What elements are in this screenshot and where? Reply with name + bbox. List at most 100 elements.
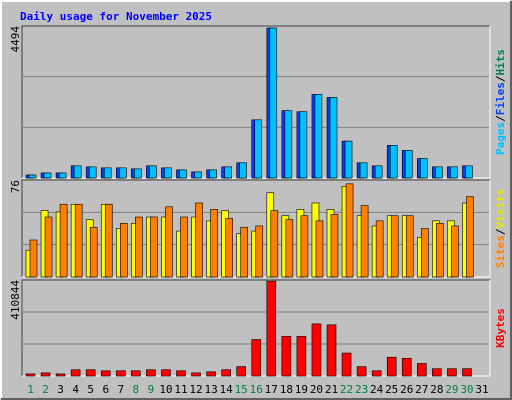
bar (389, 145, 398, 179)
legend-separator: / (494, 115, 507, 122)
legend-entry: Files (494, 82, 507, 115)
x-tick-label: 20 (310, 383, 323, 396)
x-tick-label: 29 (445, 383, 458, 396)
bar (390, 215, 399, 278)
bar (116, 370, 126, 377)
bar (386, 356, 397, 377)
bar (359, 162, 368, 179)
legend: Sites/Visits (494, 189, 507, 269)
bar (55, 373, 66, 377)
bar (210, 209, 218, 278)
bar (371, 370, 382, 377)
x-tick-label: 18 (280, 383, 293, 396)
x-tick-label: 25 (385, 383, 398, 396)
x-tick-label: 19 (295, 383, 308, 396)
bar (29, 239, 38, 278)
bar (356, 366, 367, 377)
bar (103, 167, 112, 179)
bar (58, 172, 67, 179)
y-max-label: 76 (9, 180, 22, 193)
bar (119, 167, 127, 179)
bar (345, 183, 354, 278)
bar (360, 205, 369, 278)
legend: KBytes (494, 308, 507, 348)
bar (149, 165, 157, 179)
bar (315, 220, 324, 278)
bar (73, 165, 82, 179)
bar (176, 370, 186, 377)
bar (462, 368, 472, 377)
bar (165, 206, 173, 278)
bar (25, 373, 36, 377)
bar (405, 215, 414, 278)
x-tick-label: 21 (325, 383, 338, 396)
x-tick-label: 22 (340, 383, 353, 396)
y-max-label: 4494 (9, 26, 22, 53)
x-tick-label: 9 (148, 383, 155, 396)
bar (88, 166, 97, 179)
bar (180, 216, 188, 278)
bar (416, 363, 427, 377)
bar (251, 339, 262, 377)
bar (254, 119, 263, 179)
x-tick-label: 15 (235, 383, 248, 396)
x-tick-label: 2 (42, 383, 49, 396)
bar (161, 369, 171, 377)
x-tick-label: 13 (204, 383, 217, 396)
legend-entry: Hits (494, 49, 507, 76)
bar (435, 166, 443, 179)
bar (300, 215, 309, 278)
bar (85, 369, 96, 377)
bar (269, 27, 278, 179)
x-tick-label: 12 (189, 383, 202, 396)
bar (466, 196, 474, 278)
bar (447, 368, 457, 377)
bar (330, 214, 339, 278)
bar (239, 162, 247, 179)
bar (59, 203, 68, 278)
bar (236, 366, 246, 377)
bar (432, 368, 442, 377)
legend-entry: Sites (494, 235, 507, 268)
bar (465, 165, 473, 179)
bar (150, 216, 158, 278)
bar (134, 168, 142, 179)
bar (209, 169, 217, 179)
bar (146, 369, 156, 377)
bar (221, 369, 231, 377)
bar (375, 220, 384, 278)
bar (120, 223, 128, 278)
x-tick-label: 7 (117, 383, 124, 396)
legend: Pages/Files/Hits (494, 49, 507, 155)
bar (329, 97, 338, 179)
bar (40, 372, 51, 377)
x-tick-label: 26 (400, 383, 413, 396)
x-tick-label: 31 (475, 383, 488, 396)
bar (43, 172, 52, 179)
bar (225, 217, 233, 278)
bar (404, 150, 413, 179)
bar (284, 110, 293, 179)
legend-entry: Visits (494, 189, 507, 229)
bar (436, 223, 444, 278)
bar (281, 335, 292, 377)
x-tick-label: 10 (159, 383, 172, 396)
bar (194, 171, 202, 179)
y-max-label: 410844 (9, 280, 22, 320)
bar (179, 169, 187, 179)
legend-separator: / (494, 228, 507, 235)
bar (341, 352, 352, 377)
legend-entry: Pages (494, 122, 507, 155)
bar (451, 225, 459, 278)
x-tick-label: 24 (370, 383, 384, 396)
bar (311, 323, 322, 377)
legend-entry: KBytes (494, 308, 507, 348)
bar (420, 228, 429, 278)
bar (374, 165, 383, 179)
bar (135, 216, 143, 278)
bar (401, 357, 412, 377)
bar (104, 203, 113, 278)
bar (164, 167, 172, 179)
x-tick-label: 28 (430, 383, 443, 396)
